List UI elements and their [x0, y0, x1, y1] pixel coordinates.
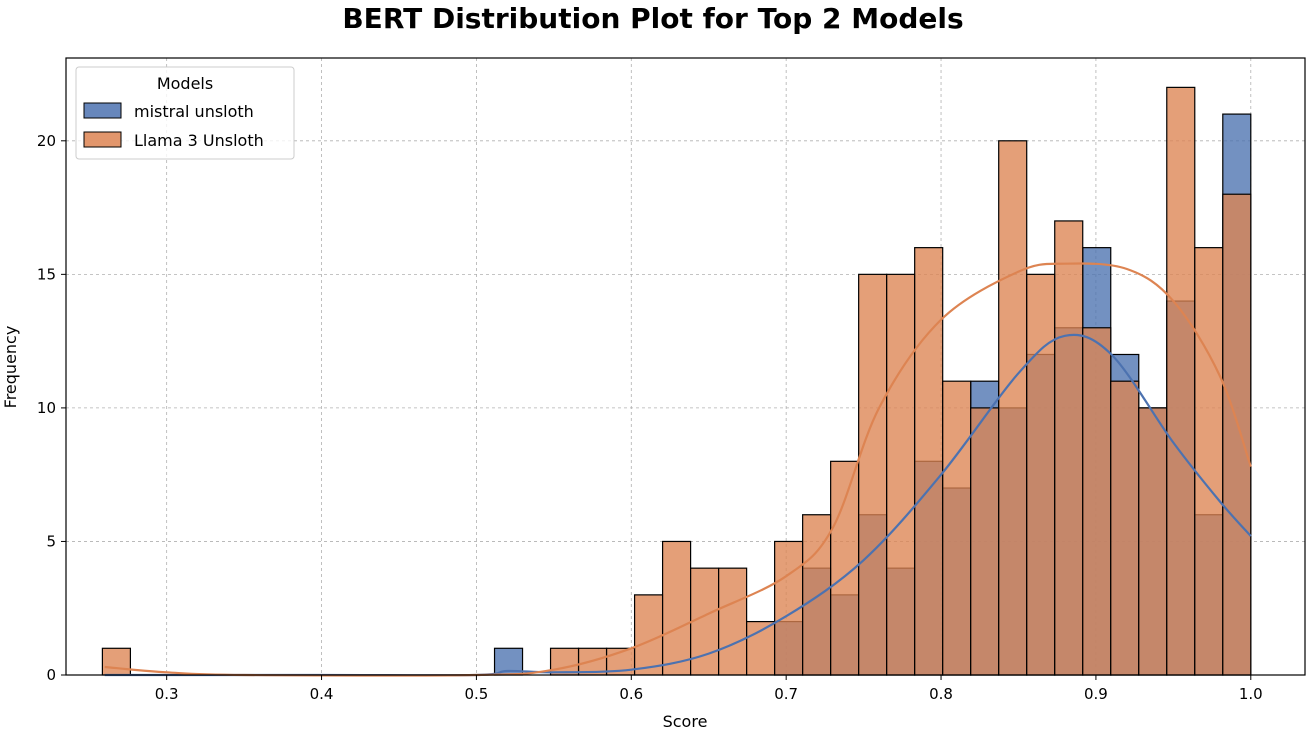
x-axis-ticks: 0.3 0.4 0.5 0.6 0.7 0.8 0.9 1.0: [155, 675, 1263, 703]
x-tick-label: 0.7: [774, 685, 798, 703]
y-tick-label: 15: [37, 265, 56, 283]
legend-label-mistral-unsloth: mistral unsloth: [134, 102, 254, 121]
x-tick-label: 0.5: [464, 685, 488, 703]
bar-llama-3-unsloth: [1110, 380, 1140, 676]
legend-title: Models: [157, 74, 213, 93]
chart-title: BERT Distribution Plot for Top 2 Models: [342, 2, 963, 35]
x-tick-label: 1.0: [1239, 685, 1263, 703]
legend-box: [75, 66, 295, 160]
bar-llama-3-unsloth: [998, 140, 1028, 676]
legend: Models mistral unsloth Llama 3 Unsloth: [75, 66, 295, 160]
bar-llama-3-unsloth: [970, 407, 1000, 676]
bar-llama-3-unsloth: [886, 273, 916, 676]
bar-llama-3-unsloth: [1222, 193, 1252, 676]
x-axis-label: Score: [663, 712, 708, 731]
legend-swatch-llama-3-unsloth: [83, 131, 122, 148]
legend-swatch-mistral-unsloth: [83, 102, 122, 119]
x-tick-label: 0.3: [155, 685, 179, 703]
x-tick-label: 0.4: [310, 685, 334, 703]
bar-llama-3-unsloth: [101, 647, 132, 676]
bar-llama-3-unsloth: [1054, 220, 1084, 676]
bar-llama-3-unsloth: [549, 647, 580, 676]
bar-llama-3-unsloth: [858, 273, 888, 676]
legend-label-llama-3-unsloth: Llama 3 Unsloth: [134, 131, 264, 150]
bar-llama-3-unsloth: [633, 594, 664, 676]
bar-llama-3-unsloth: [661, 540, 692, 676]
bar-llama-3-unsloth: [718, 567, 748, 676]
x-tick-label: 0.8: [929, 685, 953, 703]
y-tick-label: 5: [46, 532, 56, 550]
y-axis-ticks: 0 5 10 15 20: [37, 132, 66, 684]
bar-llama-3-unsloth: [914, 247, 944, 676]
bar-llama-3-unsloth: [1026, 273, 1056, 676]
bar-llama-3-unsloth: [1082, 327, 1112, 676]
y-tick-label: 20: [37, 132, 56, 150]
bar-llama-3-unsloth: [942, 380, 972, 676]
x-tick-label: 0.6: [619, 685, 643, 703]
y-tick-label: 10: [37, 399, 56, 417]
bar-llama-3-unsloth: [1166, 86, 1196, 676]
bars-llama-3-unsloth: [101, 86, 1252, 676]
y-tick-label: 0: [46, 666, 56, 684]
plot-frame: [65, 57, 1306, 676]
bar-llama-3-unsloth: [1138, 407, 1168, 676]
bar-llama-3-unsloth: [1194, 247, 1224, 676]
y-axis-label: Frequency: [1, 326, 20, 409]
x-tick-label: 0.9: [1084, 685, 1108, 703]
